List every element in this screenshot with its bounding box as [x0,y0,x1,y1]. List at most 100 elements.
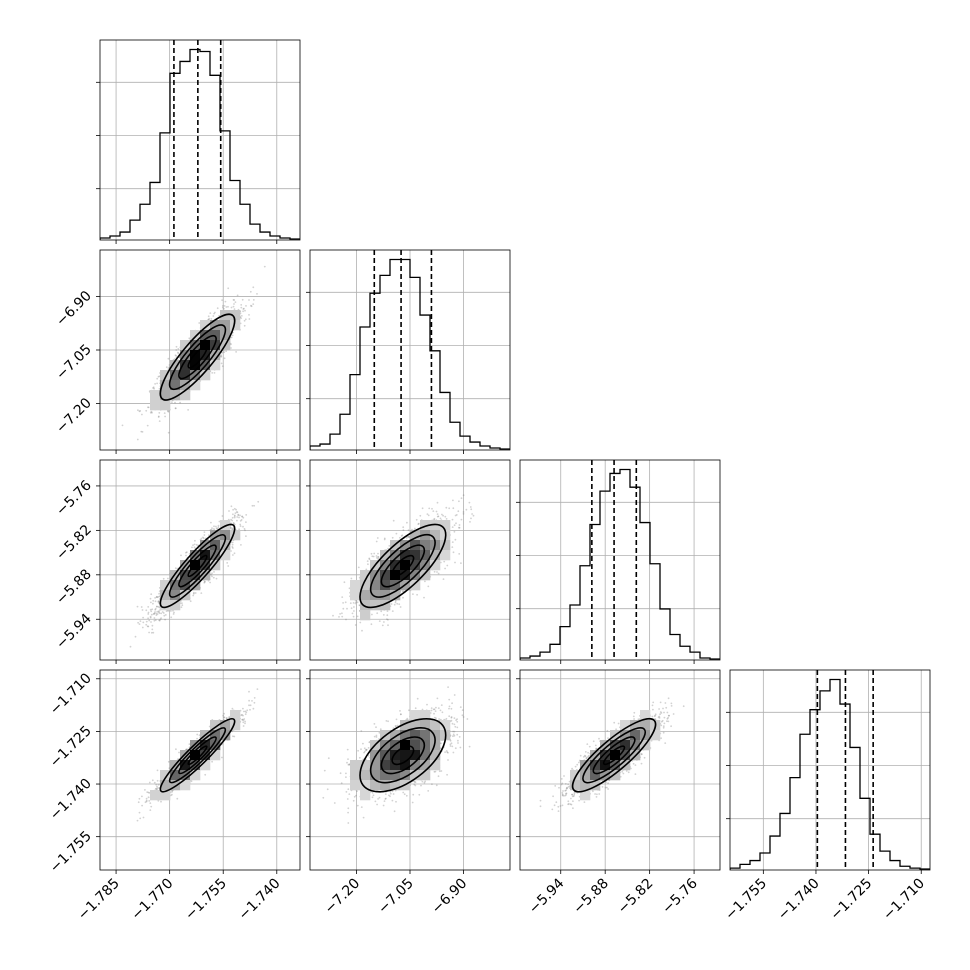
sample-point [377,552,379,555]
sample-point [213,312,216,315]
sample-point [338,616,340,618]
sample-point [154,607,157,610]
sample-point [232,522,235,524]
sample-point [195,543,198,546]
sample-point [435,510,438,513]
sample-point [136,438,139,441]
sample-point [155,595,158,598]
sample-point [256,688,259,690]
density-cell [190,340,201,351]
sample-point [163,412,166,414]
sample-point [149,608,152,611]
panel-content [100,40,300,240]
histogram-1 [310,258,510,450]
sample-point [460,518,463,521]
sample-point [228,716,230,718]
sample-point [235,508,238,511]
sample-point [225,717,228,720]
sample-point [354,624,357,626]
panel-frame [99,39,301,241]
sample-point [157,611,160,614]
sample-point [215,577,218,580]
sample-point [146,625,149,628]
contour-0 [187,554,208,578]
sample-point [154,597,157,599]
sample-point [210,521,212,524]
density-cell [200,330,211,341]
sample-point [121,424,124,427]
sample-point [246,709,249,712]
sample-point [444,567,446,570]
sample-point [211,760,214,763]
sample-point [357,566,360,569]
sample-point [232,554,234,556]
sample-point [446,564,449,567]
sample-point [339,613,341,615]
sample-point [221,515,224,517]
sample-point [147,613,150,615]
panel-content [100,250,300,450]
panel-content [310,460,510,660]
sample-point [451,541,454,543]
sample-point [180,599,182,602]
sample-point [158,387,161,390]
contour-3 [159,313,236,401]
sample-point [462,513,465,515]
sample-point [180,554,182,557]
sample-point [239,520,242,522]
sample-point [423,596,425,599]
density-cell [410,550,421,561]
density-cell [210,550,221,561]
sample-point [221,351,224,354]
density-cell [180,570,191,581]
sample-point [395,532,398,535]
panel-2-0 [96,459,301,664]
sample-point [383,537,386,540]
sample-point [150,410,153,413]
sample-point [436,515,439,518]
sample-point [139,817,142,820]
sample-point [171,401,173,403]
sample-point [193,591,195,594]
density-cell [430,550,441,561]
sample-point [211,372,214,374]
sample-point [372,555,375,558]
sample-point [230,518,233,521]
sample-point [185,551,187,554]
density-cell [390,560,401,571]
sample-point [164,618,167,621]
panel-frame [519,459,721,661]
sample-point [368,557,371,560]
sample-point [232,305,235,308]
sample-point [233,507,236,510]
sample-point [252,286,255,289]
density-cell [400,550,411,561]
sample-point [231,541,234,544]
sample-point [245,521,247,523]
panel-frame [99,249,301,451]
contour-1 [178,334,217,380]
sample-point [231,528,234,530]
sample-point [211,575,213,578]
sample-point [188,337,191,340]
sample-point [444,515,447,518]
sample-point [213,571,215,573]
sample-point [153,387,156,390]
sample-point [156,613,159,615]
sample-point [218,314,221,317]
panel-3-0 [96,669,301,874]
sample-point [158,610,160,613]
sample-point [227,565,230,567]
sample-point [157,595,160,598]
sample-point [458,526,461,529]
density-cell [170,360,181,371]
sample-point [231,546,234,548]
sample-point [376,537,379,539]
sample-point [343,581,346,584]
histogram-0 [100,48,300,240]
sample-point [375,540,378,543]
sample-point [204,581,206,583]
sample-point [234,512,237,514]
sample-point [240,315,243,317]
density-cell [380,600,391,611]
